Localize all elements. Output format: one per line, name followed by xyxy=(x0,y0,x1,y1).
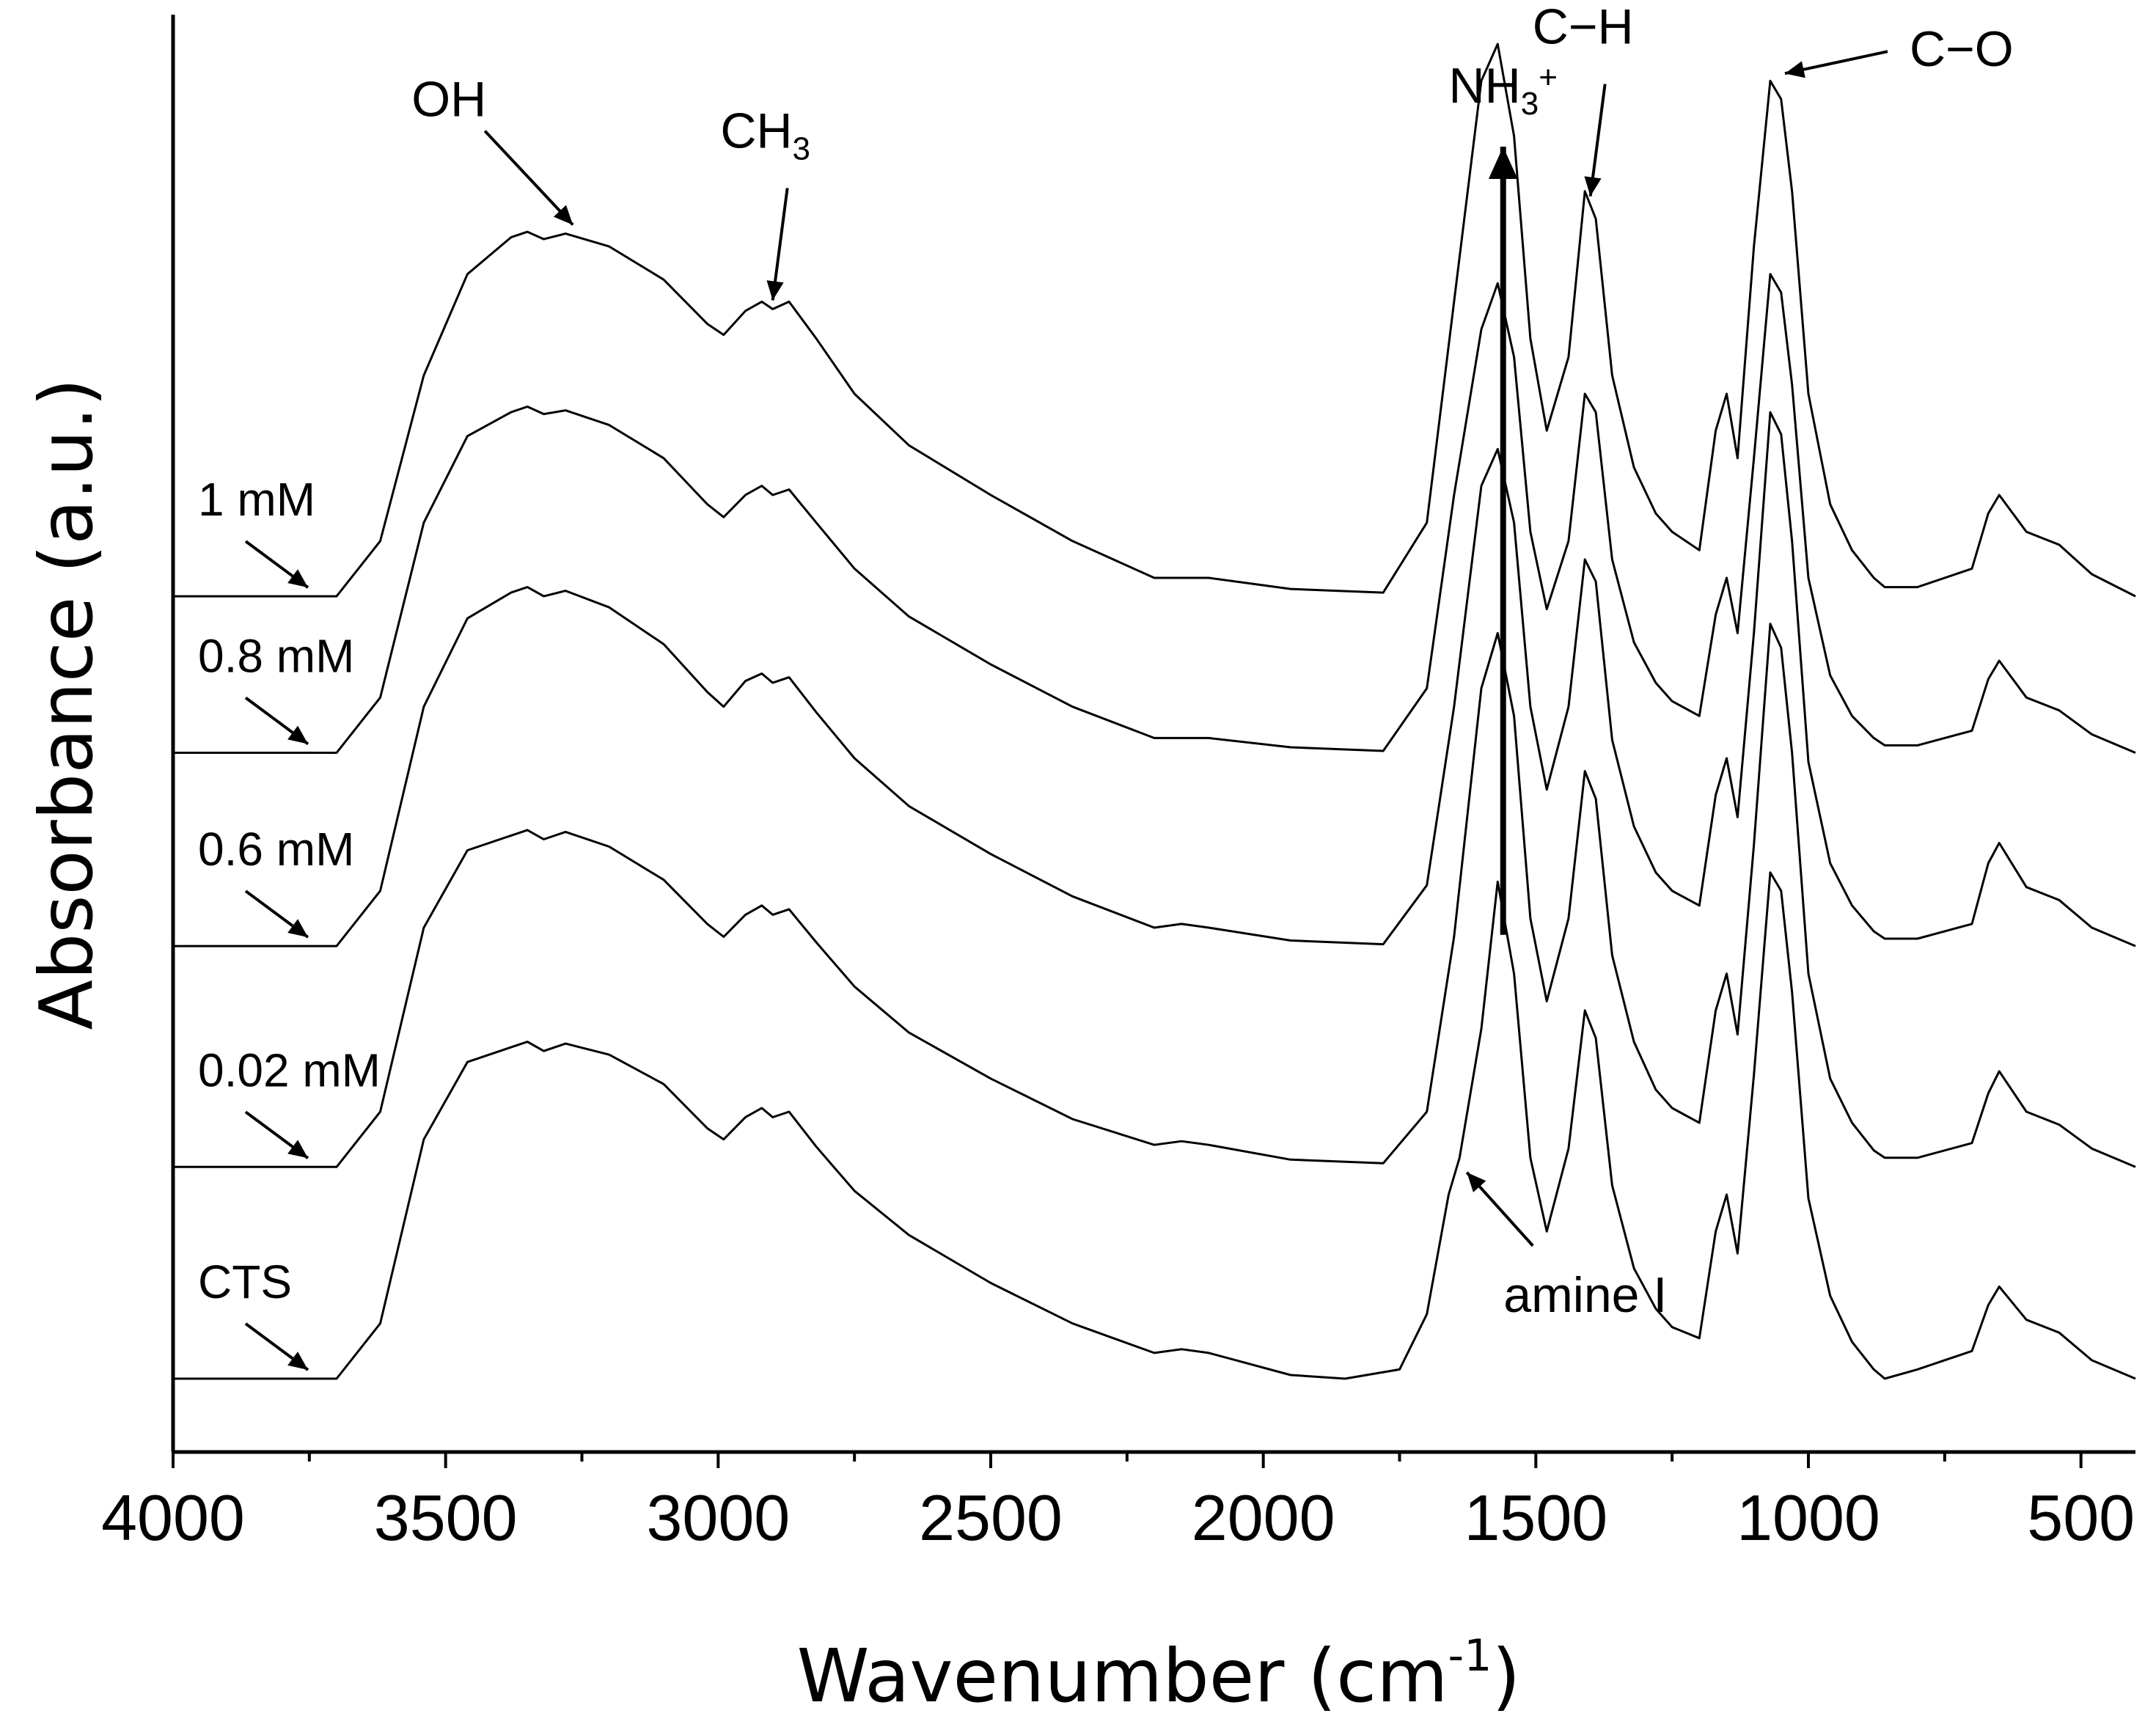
x-axis-title: Wavenumber (cm-1) xyxy=(797,1630,1521,1719)
co-arrow xyxy=(1784,50,1888,78)
annotation-label-0: OH xyxy=(411,72,486,128)
amine-arrow xyxy=(1465,1171,1534,1247)
x-tick-label-2000: 2000 xyxy=(1192,1481,1335,1554)
x-tick-label-4000: 4000 xyxy=(101,1481,245,1554)
annotation-5: amine I xyxy=(1465,1171,1667,1323)
annotation-2: NH3+ xyxy=(1449,58,1558,935)
series-label-1: 0.8 mM xyxy=(198,629,354,682)
series-line-2 xyxy=(173,411,2136,947)
annotation-3: C−H xyxy=(1533,0,1634,197)
x-axis-title-main: Wavenumber (cm xyxy=(797,1633,1448,1719)
x-tick-label-2500: 2500 xyxy=(919,1481,1063,1554)
x-ticks: 4000 3500 3000 2500 2000 1500 1000 500 xyxy=(101,1452,2135,1554)
annotation-4: C−O xyxy=(1784,21,2014,78)
series-label-3: 0.02 mM xyxy=(198,1044,381,1096)
x-tick-label-1000: 1000 xyxy=(1737,1481,1880,1554)
series-arrow-4 xyxy=(244,1322,309,1371)
series-arrow-2 xyxy=(244,890,309,939)
annotation-label-4: C−O xyxy=(1910,21,2014,77)
nh3-big-arrow xyxy=(1488,147,1518,935)
series-label-4: CTS xyxy=(198,1255,292,1308)
annotations: OH CH3 NH3+C−H C−O amine I xyxy=(411,0,2013,1323)
x-tick-label-3500: 3500 xyxy=(374,1481,518,1554)
annotation-label-2: NH3+ xyxy=(1449,58,1558,122)
annotation-label-3: C−H xyxy=(1533,0,1634,55)
arrow-1 xyxy=(766,188,789,301)
series-line-3 xyxy=(173,623,2136,1168)
x-tick-label-500: 500 xyxy=(2027,1481,2135,1554)
series-line-0 xyxy=(173,43,2136,598)
x-tick-label-1500: 1500 xyxy=(1464,1481,1607,1554)
series-label-0: 1 mM xyxy=(198,473,315,526)
annotation-1: CH3 xyxy=(720,103,810,301)
plot-lines xyxy=(173,43,2136,1380)
series-label-2: 0.6 mM xyxy=(198,823,354,876)
x-tick-label-3000: 3000 xyxy=(646,1481,790,1554)
series-line-1 xyxy=(173,273,2136,754)
x-axis-title-sup: -1 xyxy=(1448,1630,1492,1682)
series-labels: 1 mM 0.8 mM 0.6 mM 0.02 mM CTS xyxy=(198,473,381,1371)
axes xyxy=(171,15,2135,1454)
series-arrow-3 xyxy=(244,1110,309,1159)
series-arrow-1 xyxy=(244,696,309,746)
annotation-label-1: CH3 xyxy=(720,103,810,166)
arrow-3 xyxy=(1584,84,1607,197)
series-line-4 xyxy=(173,871,2136,1380)
annotation-0: OH xyxy=(411,72,574,226)
series-arrow-0 xyxy=(244,540,309,589)
x-axis-title-close: ) xyxy=(1492,1633,1520,1719)
y-axis-title: Absorbance (a.u.) xyxy=(23,378,109,1030)
annotation-label-5: amine I xyxy=(1503,1267,1667,1323)
oh-arrow xyxy=(483,130,574,226)
